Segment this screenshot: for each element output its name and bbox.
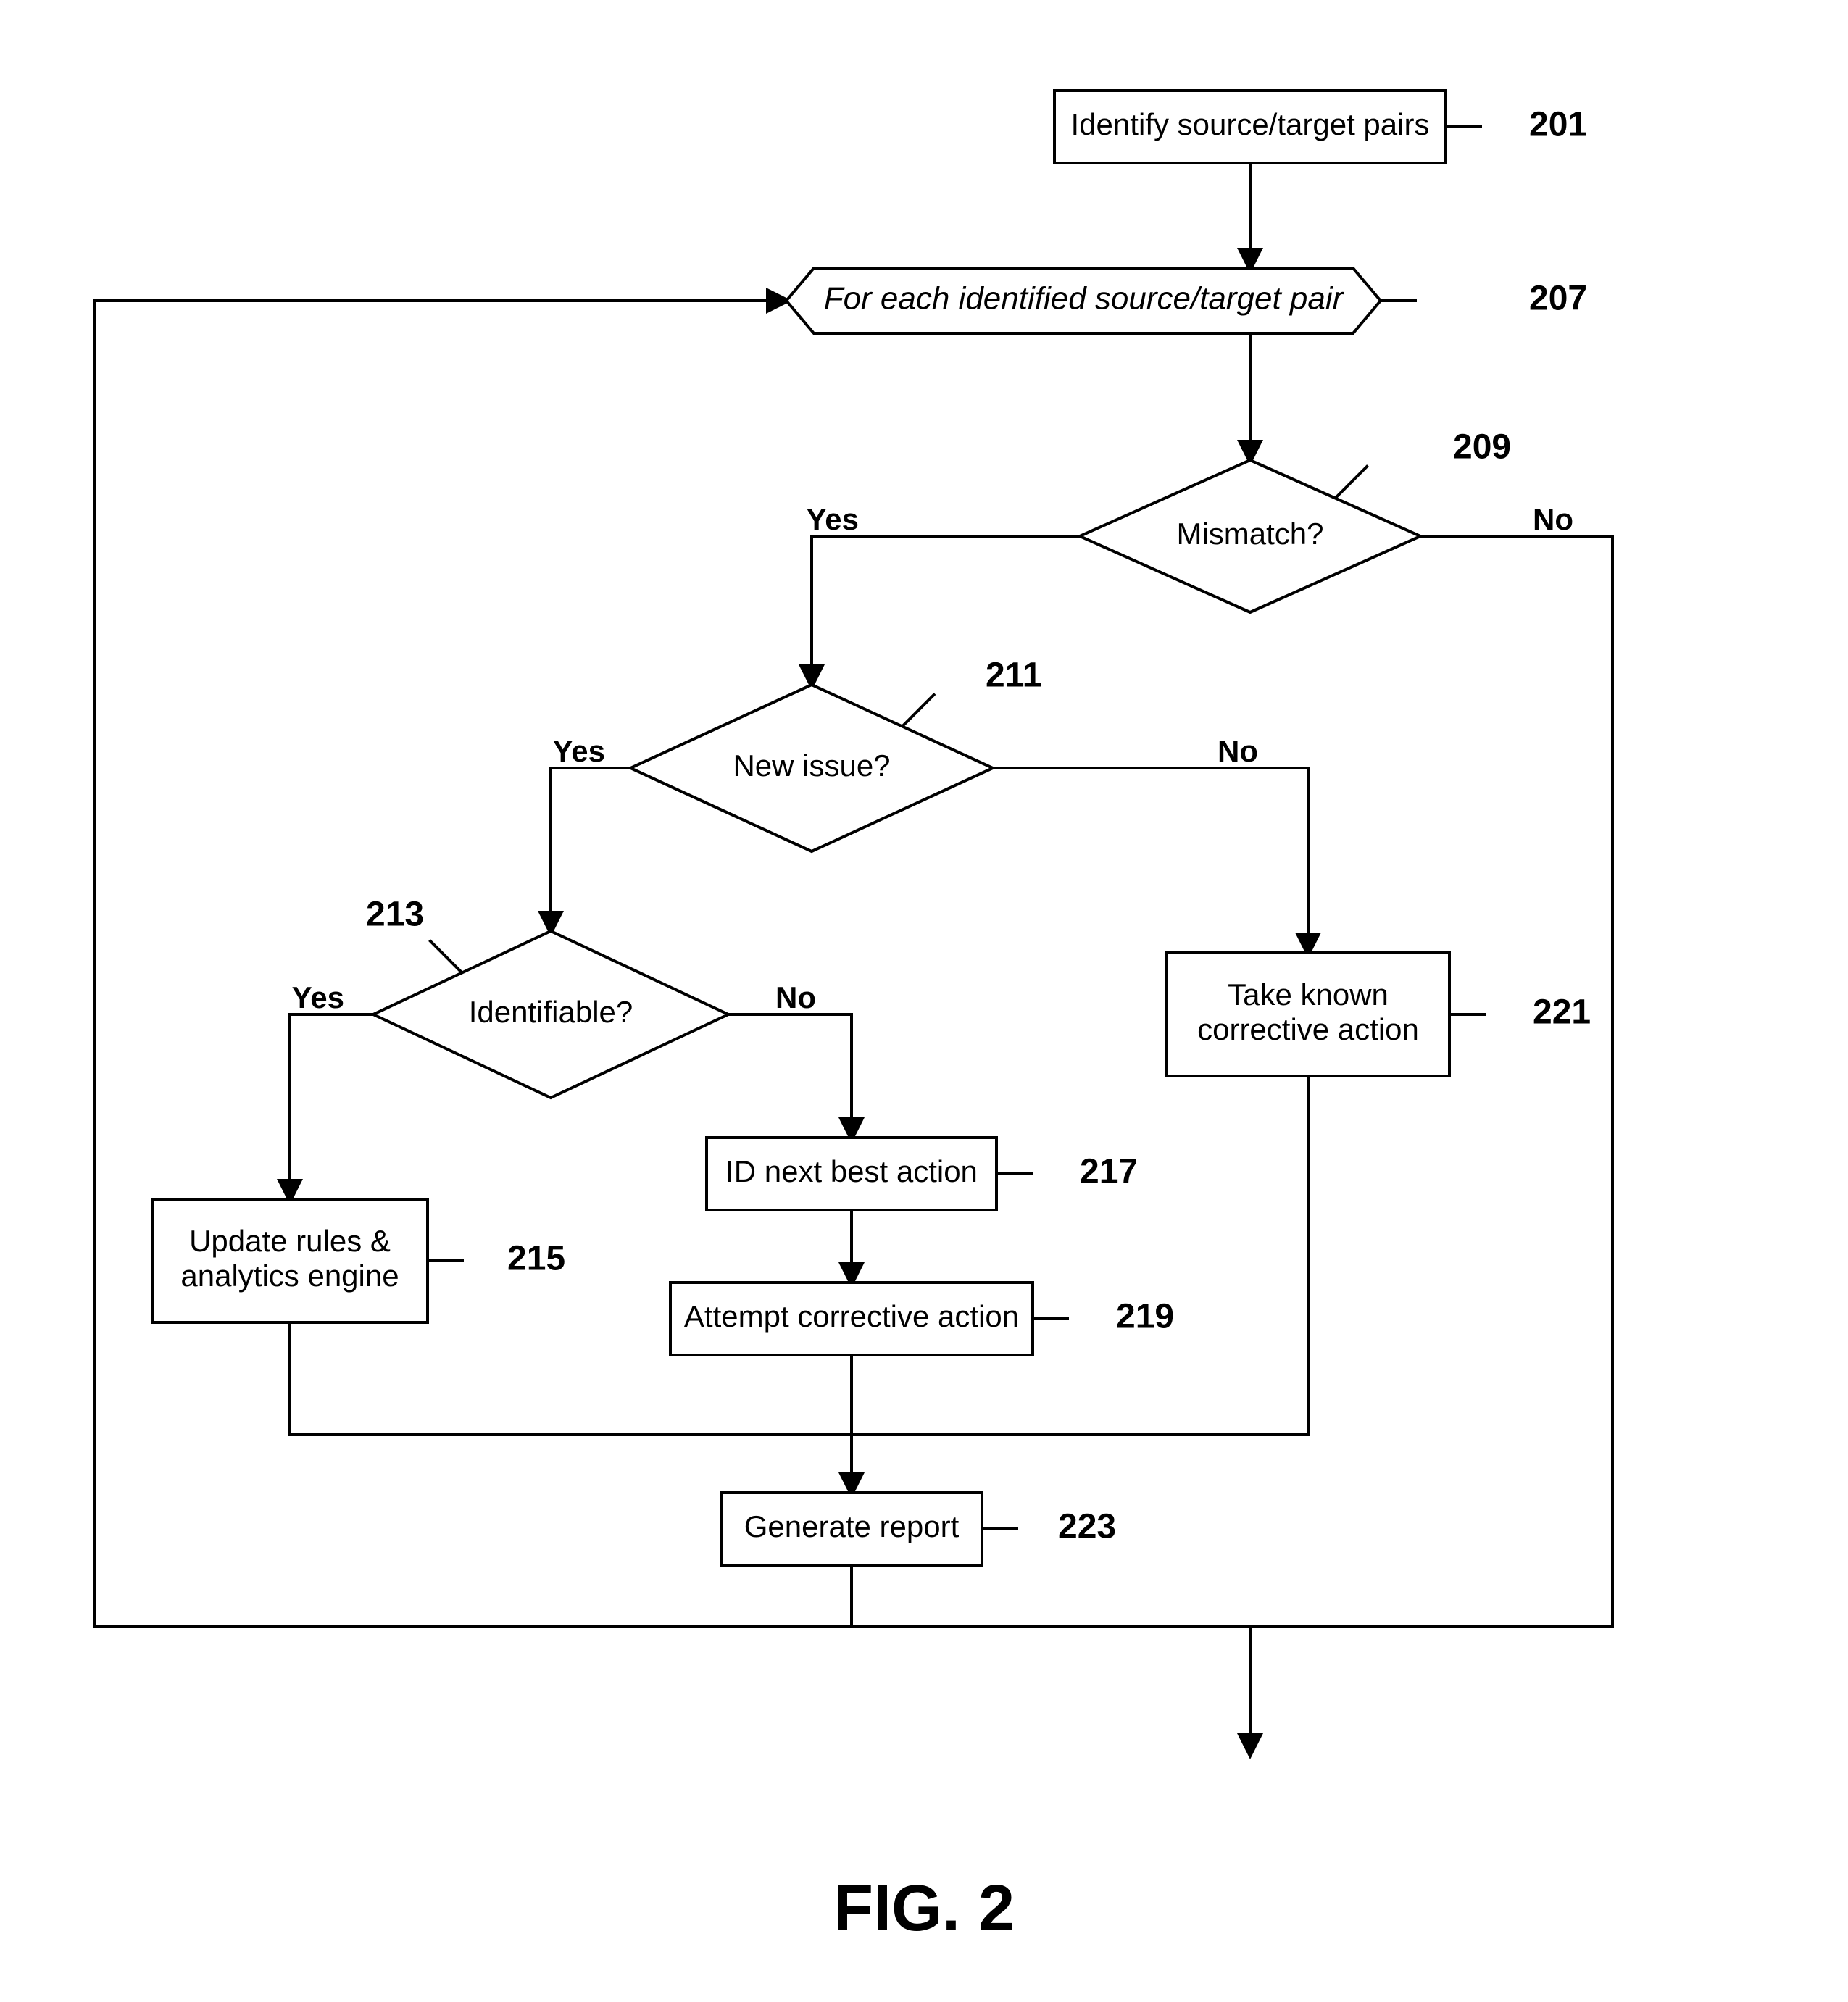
edge-label: No — [1533, 502, 1573, 536]
ref-number: 221 — [1533, 993, 1591, 1032]
node-n201: Identify source/target pairs 201 — [1054, 91, 1587, 163]
edge-e221-merge — [852, 1076, 1308, 1435]
node-label: For each identified source/target pair — [824, 281, 1345, 317]
ref-number: 217 — [1080, 1153, 1138, 1191]
ref-number: 211 — [986, 656, 1041, 695]
node-n209: Mismatch? 209 — [1080, 428, 1511, 612]
edge-label: Yes — [292, 980, 344, 1014]
flowchart-fig-2: Yes No Yes No Yes No Identify source/target p… — [0, 0, 1848, 2002]
node-n221: Take knowncorrective action 221 — [1167, 953, 1591, 1076]
edge-label: No — [775, 980, 816, 1014]
ref-number: 219 — [1116, 1298, 1174, 1336]
node-label: New issue? — [733, 748, 890, 783]
node-n217: ID next best action 217 — [707, 1138, 1138, 1210]
edge-e211-no: No — [993, 734, 1308, 953]
node-label: Identify source/target pairs — [1071, 107, 1430, 141]
edge-e213-yes: Yes — [290, 980, 373, 1199]
node-label: Update rules & — [189, 1224, 391, 1258]
ref-number: 223 — [1058, 1508, 1116, 1546]
edge-e223-loop — [94, 301, 852, 1627]
node-n213: Identifiable? 213 — [366, 896, 728, 1098]
ref-number: 209 — [1453, 428, 1511, 467]
node-label: Generate report — [744, 1509, 960, 1543]
node-label: Identifiable? — [469, 995, 633, 1029]
node-label: ID next best action — [725, 1154, 978, 1188]
node-label: analytics engine — [180, 1259, 399, 1293]
node-label: Take known — [1228, 977, 1389, 1012]
ref-number: 215 — [507, 1240, 565, 1278]
node-n215: Update rules &analytics engine 215 — [152, 1199, 565, 1322]
node-n207: For each identified source/target pair 20… — [786, 268, 1587, 333]
ref-number: 207 — [1529, 280, 1587, 318]
ref-number: 201 — [1529, 106, 1587, 144]
node-label: Attempt corrective action — [684, 1299, 1019, 1333]
edge-e211-yes: Yes — [551, 734, 630, 931]
node-n211: New issue? 211 — [630, 656, 1041, 851]
edge-label: Yes — [553, 734, 605, 768]
edge-label: No — [1218, 734, 1258, 768]
node-n219: Attempt corrective action 219 — [670, 1282, 1174, 1355]
edge-label: Yes — [807, 502, 859, 536]
node-label: Mismatch? — [1176, 517, 1323, 551]
ref-number: 213 — [366, 896, 424, 934]
node-n223: Generate report 223 — [721, 1493, 1116, 1565]
edge-e213-no: No — [728, 980, 852, 1138]
figure-title: FIG. 2 — [833, 1872, 1015, 1945]
node-label: corrective action — [1197, 1012, 1419, 1046]
